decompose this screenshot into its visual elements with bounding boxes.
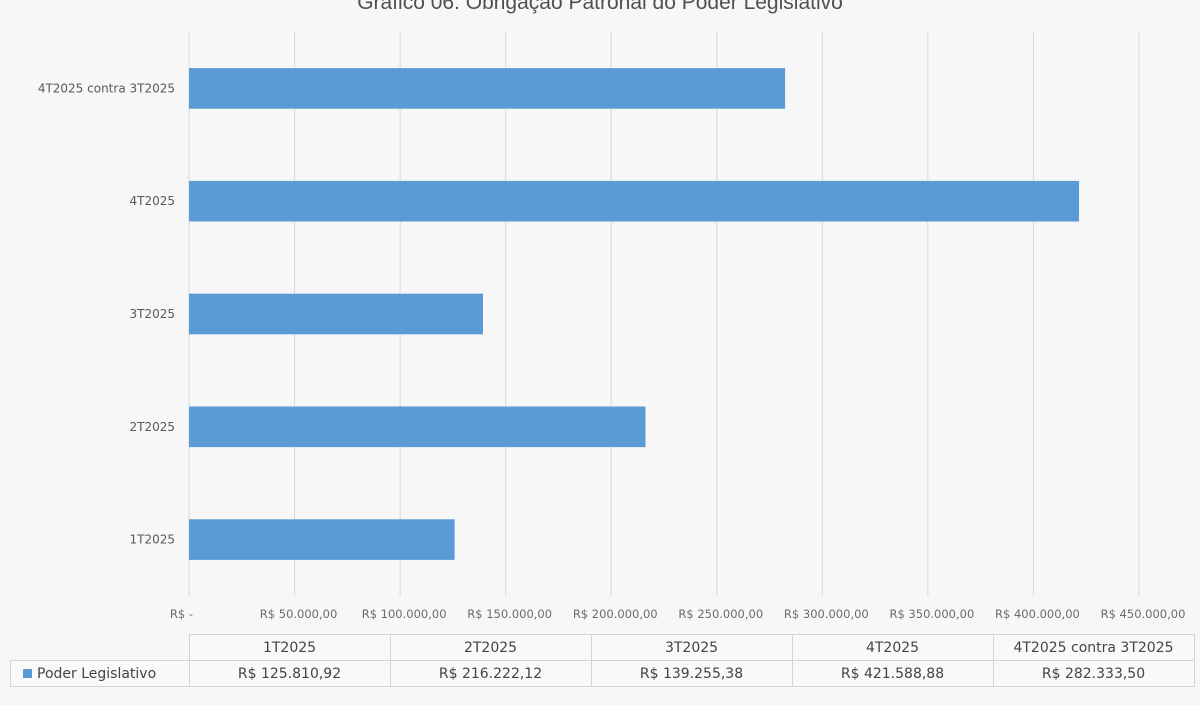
x-tick-label: R$ 250.000,00: [678, 607, 763, 621]
data-table: 1T2025 2T2025 3T2025 4T2025 4T2025 contra 3T…: [10, 634, 1195, 687]
bar-2t2025: [189, 406, 646, 448]
data-table-header-cell: 4T2025: [791, 634, 994, 661]
data-table-value-cell: R$ 125.810,92: [188, 660, 391, 687]
legend-label: Poder Legislativo: [37, 665, 157, 682]
legend-swatch: [23, 668, 32, 678]
x-tick-labels: R$ - R$ 50.000,00 R$ 100.000,00 R$ 150.000,…: [170, 607, 1186, 621]
data-table-value-cell: R$ 282.333,50: [992, 660, 1195, 687]
x-tick-label: R$ 200.000,00: [573, 607, 658, 621]
data-table-corner: [11, 635, 190, 661]
x-tick-label: R$ 300.000,00: [784, 607, 869, 621]
category-label: 1T2025: [129, 533, 175, 547]
x-tick-label: R$ 350.000,00: [889, 607, 974, 621]
data-table-header-cell: 4T2025 contra 3T2025: [992, 634, 1195, 661]
data-table-header-cell: 3T2025: [590, 634, 793, 661]
data-table-header-cell: 1T2025: [188, 634, 391, 661]
chart-title: Gráfico 06: Obrigação Patronal do Poder …: [357, 0, 843, 14]
data-table-header-cell: 2T2025: [389, 634, 592, 661]
category-label: 3T2025: [129, 307, 175, 321]
data-table-header-row: 1T2025 2T2025 3T2025 4T2025 4T2025 contra 3T…: [11, 634, 1195, 661]
data-table-value-row: Poder Legislativo R$ 125.810,92 R$ 216.22…: [10, 660, 1195, 687]
category-label: 4T2025: [129, 194, 175, 208]
data-table-value-cell: R$ 216.222,12: [389, 660, 592, 687]
x-tick-label: R$ 450.000,00: [1101, 607, 1186, 621]
category-labels: 1T2025 2T2025 3T2025 4T2025 4T2025 contra 3T…: [38, 81, 175, 546]
legend-entry: Poder Legislativo: [10, 660, 190, 687]
bar-3t2025: [189, 293, 483, 335]
data-table-value-cell: R$ 139.255,38: [590, 660, 793, 687]
bar-4t2025-contra-3t2025: [189, 68, 786, 109]
data-table-value-cell: R$ 421.588,88: [791, 660, 994, 687]
x-tick-label: R$ 50.000,00: [260, 607, 338, 621]
x-tick-label: R$ 150.000,00: [467, 607, 552, 621]
bars: [189, 68, 1080, 560]
category-label: 4T2025 contra 3T2025: [38, 81, 175, 95]
bar-1t2025: [189, 519, 455, 560]
x-tick-label: R$ 400.000,00: [995, 607, 1080, 621]
x-tick-label: R$ 100.000,00: [362, 607, 447, 621]
category-label: 2T2025: [129, 420, 175, 434]
x-tick-label: R$ -: [170, 607, 193, 621]
bar-4t2025: [189, 180, 1080, 222]
